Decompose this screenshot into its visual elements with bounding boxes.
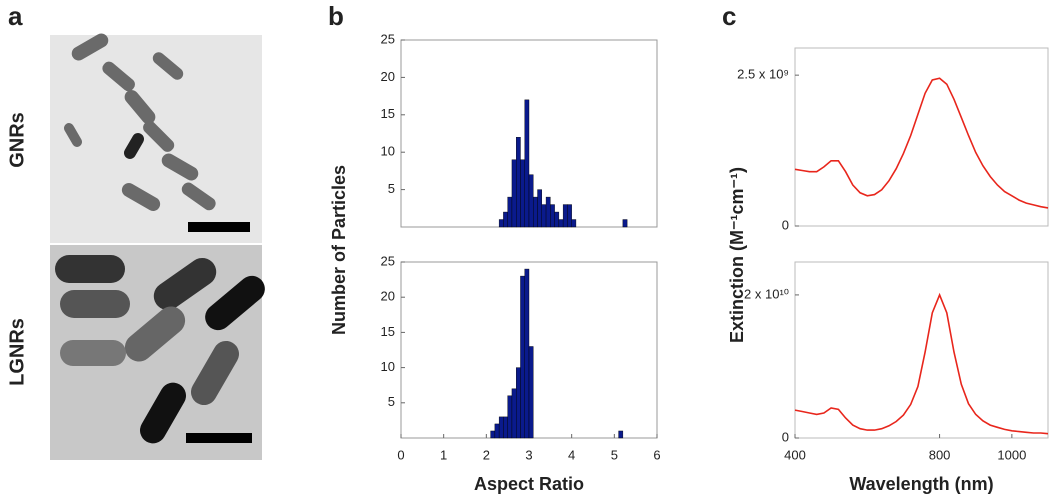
y-tick-label: 15	[381, 324, 395, 339]
bar	[528, 346, 534, 439]
image-label: LGNRs	[6, 318, 28, 386]
panel-label: a	[8, 1, 23, 31]
plot-frame	[794, 47, 1049, 227]
x-tick-label: 1000	[997, 447, 1026, 462]
bar	[516, 137, 521, 228]
bar	[554, 211, 560, 228]
x-tick-label: 0	[397, 447, 404, 462]
bar	[503, 211, 508, 228]
bar	[520, 275, 525, 439]
y-tick-label: 5	[388, 181, 395, 196]
bar	[533, 196, 538, 228]
bar	[550, 204, 555, 228]
y-tick-label: 10	[381, 359, 395, 374]
x-tick-label: 4	[568, 447, 575, 462]
tem-image	[50, 33, 265, 460]
x-tick-label: 5	[611, 447, 618, 462]
y-tick-label: 0	[782, 429, 789, 444]
y-tick-label: 20	[381, 69, 395, 84]
y-tick-label: 2 x 10¹⁰	[744, 286, 789, 301]
y-tick-label: 5	[388, 394, 395, 409]
bar	[511, 159, 517, 228]
panel-label: b	[328, 1, 344, 31]
bar	[520, 159, 525, 228]
bar	[516, 367, 521, 439]
bar	[541, 204, 547, 228]
spectrum-line	[794, 77, 1049, 209]
bar	[524, 268, 530, 439]
y-tick-label: 2.5 x 10⁹	[737, 67, 789, 82]
y-tick-label: 10	[381, 144, 395, 159]
bar	[622, 219, 628, 228]
bar	[562, 204, 568, 228]
x-tick-label: 6	[653, 447, 660, 462]
y-axis-label: Number of Particles	[329, 165, 349, 335]
x-axis-label: Wavelength (nm)	[849, 474, 993, 494]
y-tick-label: 15	[381, 106, 395, 121]
panel-label: c	[722, 1, 736, 31]
y-tick-label: 20	[381, 289, 395, 304]
x-tick-label: 2	[483, 447, 490, 462]
x-axis-label: Aspect Ratio	[474, 474, 584, 494]
y-tick-label: 25	[381, 31, 395, 46]
bar	[537, 189, 542, 228]
image-label: GNRs	[6, 112, 28, 168]
bar	[545, 196, 551, 228]
y-tick-label: 25	[381, 253, 395, 268]
x-tick-label: 1	[440, 447, 447, 462]
bar	[503, 416, 508, 439]
bar	[567, 204, 572, 228]
bar	[490, 430, 496, 439]
bar	[524, 99, 530, 228]
bar	[511, 388, 517, 439]
x-tick-label: 3	[525, 447, 532, 462]
y-tick-label: 0	[782, 217, 789, 232]
bar	[498, 416, 504, 439]
bar	[571, 219, 577, 228]
bar	[507, 196, 513, 228]
x-tick-label: 800	[929, 447, 951, 462]
plot-frame	[794, 261, 1049, 439]
x-tick-label: 400	[784, 447, 806, 462]
bar	[528, 174, 534, 228]
bar	[618, 430, 624, 439]
bar	[494, 423, 500, 439]
bar	[507, 395, 513, 439]
y-axis-label: Extinction (M⁻¹cm⁻¹)	[727, 167, 747, 343]
bar	[498, 219, 504, 228]
bar	[558, 219, 564, 228]
spectrum-line	[794, 292, 1049, 435]
